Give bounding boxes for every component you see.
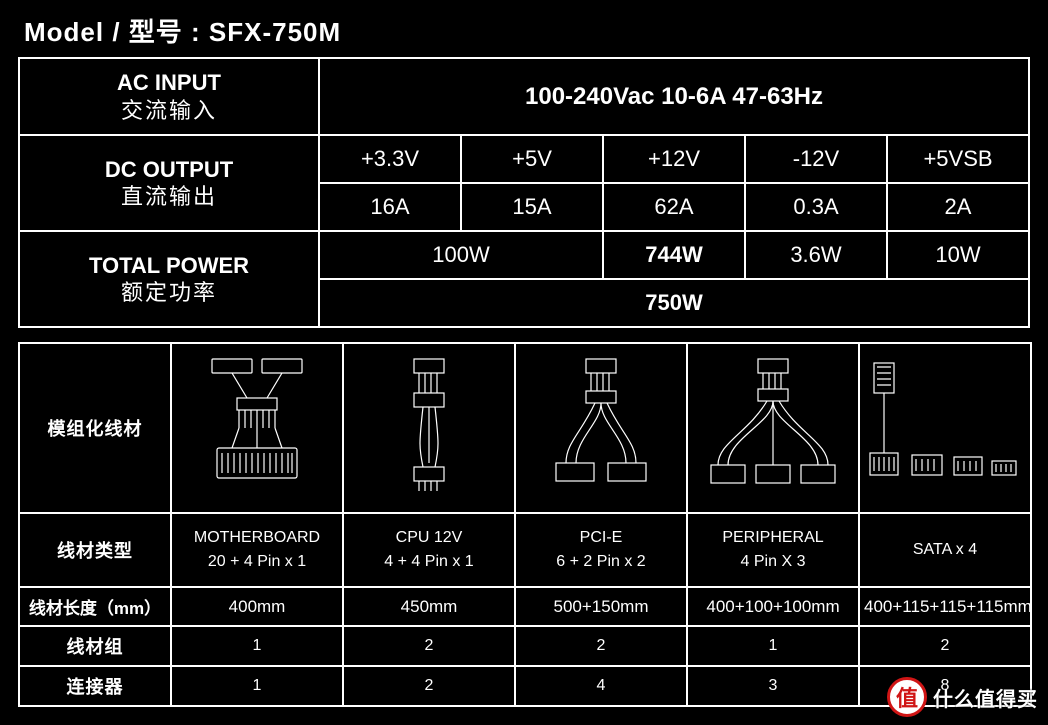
- grp-4: 2: [859, 626, 1031, 666]
- power-3-6w: 3.6W: [745, 231, 887, 279]
- len-1: 450mm: [343, 587, 515, 626]
- len-2: 500+150mm: [515, 587, 687, 626]
- cur-3v3: 16A: [319, 183, 461, 231]
- cable-table: 模组化线材: [18, 342, 1032, 707]
- cur-12v: 62A: [603, 183, 745, 231]
- row-cable-length: 线材长度（mm）: [19, 587, 171, 626]
- cur-5vsb: 2A: [887, 183, 1029, 231]
- rail-n12v: -12V: [745, 135, 887, 183]
- ac-input-header: AC INPUT 交流输入: [19, 58, 319, 135]
- rail-5v: +5V: [461, 135, 603, 183]
- type-peripheral: PERIPHERAL4 Pin X 3: [687, 513, 859, 587]
- cur-5v: 15A: [461, 183, 603, 231]
- power-total: 750W: [319, 279, 1029, 327]
- row-connectors: 连接器: [19, 666, 171, 706]
- con-2: 4: [515, 666, 687, 706]
- ac-input-value: 100-240Vac 10-6A 47-63Hz: [319, 58, 1029, 135]
- type-sata: SATA x 4: [859, 513, 1031, 587]
- model-label: Model / 型号 :: [24, 17, 209, 47]
- total-power-header: TOTAL POWER 额定功率: [19, 231, 319, 327]
- model-value: SFX-750M: [209, 17, 341, 47]
- power-100w: 100W: [319, 231, 603, 279]
- cur-n12v: 0.3A: [745, 183, 887, 231]
- model-header: Model / 型号 : SFX-750M: [18, 12, 1030, 49]
- power-10w: 10W: [887, 231, 1029, 279]
- grp-1: 2: [343, 626, 515, 666]
- cable-icon-peripheral: [687, 343, 859, 513]
- row-modular-cables: 模组化线材: [19, 343, 171, 513]
- cable-icon-sata: [859, 343, 1031, 513]
- len-3: 400+100+100mm: [687, 587, 859, 626]
- type-motherboard: MOTHERBOARD20 + 4 Pin x 1: [171, 513, 343, 587]
- row-cable-type: 线材类型: [19, 513, 171, 587]
- con-0: 1: [171, 666, 343, 706]
- con-3: 3: [687, 666, 859, 706]
- rail-3v3: +3.3V: [319, 135, 461, 183]
- spec-table: AC INPUT 交流输入 100-240Vac 10-6A 47-63Hz D…: [18, 57, 1030, 328]
- watermark-badge: 值 什么值得买: [887, 677, 1038, 717]
- cable-icon-motherboard: [171, 343, 343, 513]
- watermark-icon: 值: [887, 677, 927, 717]
- len-0: 400mm: [171, 587, 343, 626]
- grp-3: 1: [687, 626, 859, 666]
- grp-0: 1: [171, 626, 343, 666]
- grp-2: 2: [515, 626, 687, 666]
- type-cpu: CPU 12V4 + 4 Pin x 1: [343, 513, 515, 587]
- cable-icon-pcie: [515, 343, 687, 513]
- len-4: 400+115+115+115mm: [859, 587, 1031, 626]
- con-1: 2: [343, 666, 515, 706]
- row-cable-groups: 线材组: [19, 626, 171, 666]
- power-744w: 744W: [603, 231, 745, 279]
- rail-12v: +12V: [603, 135, 745, 183]
- dc-output-header: DC OUTPUT 直流输出: [19, 135, 319, 231]
- rail-5vsb: +5VSB: [887, 135, 1029, 183]
- watermark-text: 什么值得买: [933, 683, 1038, 712]
- cable-icon-cpu: [343, 343, 515, 513]
- type-pcie: PCI-E6 + 2 Pin x 2: [515, 513, 687, 587]
